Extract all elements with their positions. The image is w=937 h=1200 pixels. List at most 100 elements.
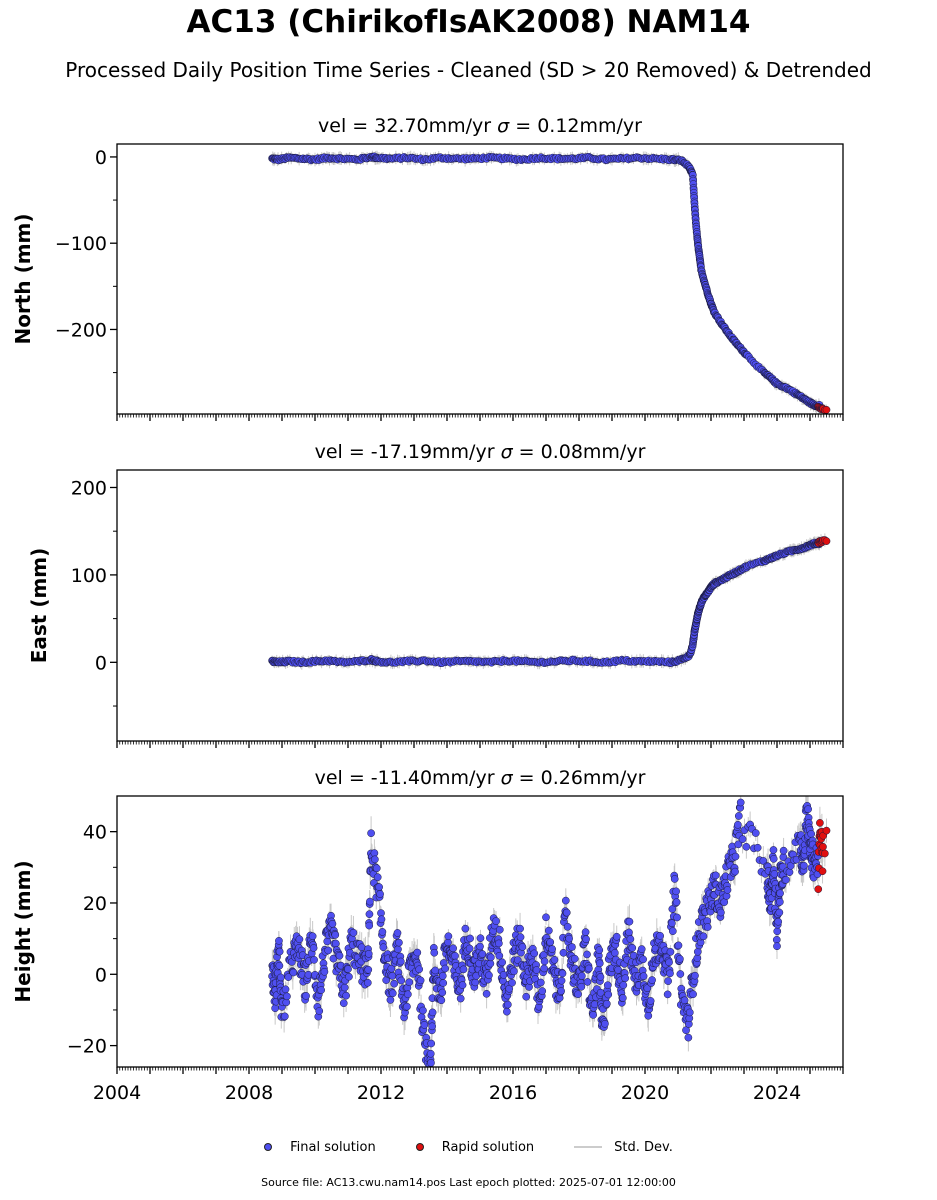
final-solution-point [308,932,317,941]
east-y-axis-label: East (mm) [27,548,51,664]
final-solution-point [441,964,449,973]
final-solution-point [583,978,592,986]
final-solution-point [585,964,593,973]
final-solution-point [393,929,402,937]
final-solution-point [734,812,743,820]
final-solution-point [540,957,549,966]
final-solution-point [373,873,382,882]
north-y-tick-label: 0 [95,147,107,169]
north-stddev-bars [271,150,827,414]
final-solution-point [548,945,556,953]
final-solution-point [674,941,683,950]
east-axes-frame [116,469,844,742]
east-points [268,536,831,668]
final-solution-point [618,994,627,1002]
final-solution-point [738,835,747,843]
final-solution-point [742,842,751,851]
final-solution-point [753,843,762,852]
north-panel-title: vel = 32.70mm/yr σ = 0.12mm/yr [318,115,642,137]
final-solution-point [626,935,635,943]
final-solution-point [280,1012,289,1021]
final-solution-point [672,898,681,907]
final-solution-point [427,1039,436,1048]
final-solution-point [363,978,372,987]
final-solution-point [340,983,349,992]
final-solution-point [568,943,576,951]
final-solution-point [438,972,447,980]
final-solution-point [731,852,740,861]
final-solution-point [276,973,285,982]
final-solution-point [357,943,366,952]
final-solution-point [365,910,374,919]
final-solution-point [364,965,373,974]
final-solution-point [673,913,681,922]
final-solution-point [557,987,565,995]
final-solution-point [404,990,412,999]
final-solution-point [656,931,664,940]
final-solution-point [388,971,397,980]
east-panel-title: vel = -17.19mm/yr σ = 0.08mm/yr [315,441,646,463]
final-solution-point [562,908,571,917]
final-solution-point [344,965,352,973]
final-solution-point [646,997,655,1005]
final-solution-point [503,1000,512,1009]
final-solution-point [672,887,680,896]
final-solution-point [734,820,742,829]
north-velocity-text: vel = 32.70mm/yr [318,115,497,137]
final-solution-point [416,976,425,985]
north-y-axis-label: North (mm) [11,213,35,344]
north-plot-area [268,150,831,414]
final-solution-point [289,968,298,977]
final-solution-point [428,1008,437,1017]
final-solution-point [503,1007,511,1016]
figure-subtitle: Processed Daily Position Time Series - C… [65,58,872,82]
final-solution-point [428,1022,436,1031]
final-solution-point [604,990,613,999]
final-solution-point [532,966,541,974]
final-solution-point [610,949,619,957]
final-solution-point [685,1008,694,1017]
final-solution-point [550,955,559,964]
final-solution-point [596,988,605,997]
final-solution-point [680,996,689,1005]
east-sigma-symbol: σ [501,441,519,463]
final-solution-point [339,999,348,1008]
final-solution-point [536,978,545,987]
final-solution-point [439,979,448,987]
final-solution-point [437,996,446,1005]
north-sigma-symbol: σ [497,115,515,137]
final-solution-point [676,955,684,963]
east-y-tick-label: 100 [71,565,107,587]
final-solution-point [428,1066,430,1067]
final-solution-point [558,969,567,978]
final-solution-point [668,919,676,928]
final-solution-point [405,978,414,987]
final-solution-point [331,939,340,948]
east-y-tick-label: 0 [95,652,107,674]
final-solution-point [302,992,310,1000]
final-solution-point [371,855,379,864]
final-solution-point [451,952,459,960]
final-solution-point [390,979,399,988]
final-solution-point [478,950,487,958]
east-y-tick-label: 200 [71,477,107,499]
final-solution-point [365,921,374,930]
final-solution-point [595,959,604,968]
final-solution-point [666,969,674,978]
final-solution-point [639,972,648,981]
north-panel: 0 −100 −200 vel = 32.70mm/yr σ = 0.12mm/yr N… [11,115,844,421]
final-solution-point [684,1033,693,1042]
final-solution-point [431,966,440,975]
final-solution-point [570,954,579,963]
final-solution-point [372,864,381,873]
final-solution-point [386,996,395,1004]
final-solution-point [342,991,350,1000]
final-solution-point [759,857,768,865]
final-solution-point [465,944,474,953]
final-solution-point [403,1002,411,1011]
final-solution-point [495,925,504,934]
final-solution-point [689,990,697,999]
final-solution-point [561,896,570,905]
final-solution-point [621,974,630,983]
final-solution-point [703,923,712,931]
